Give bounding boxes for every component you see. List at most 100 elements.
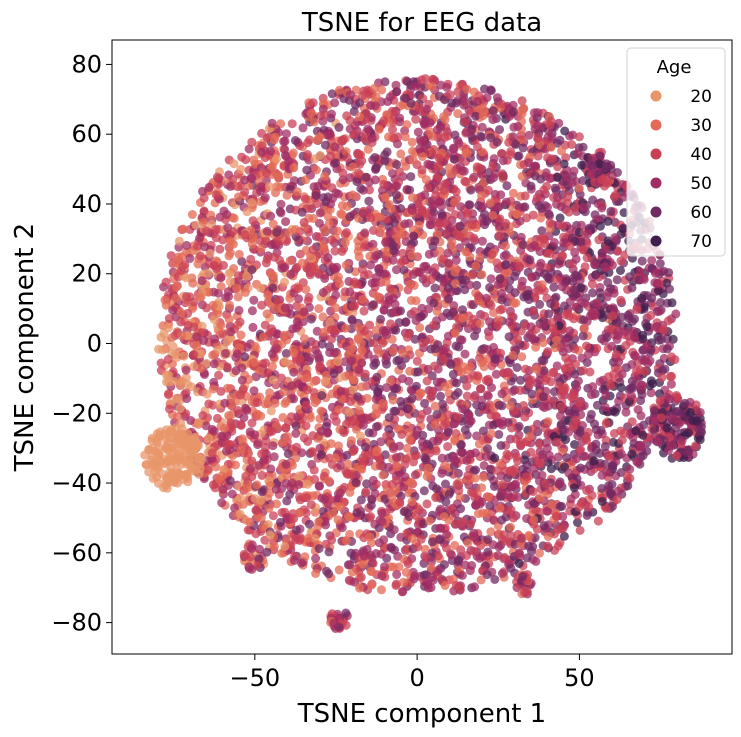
scatter-point [413, 127, 423, 137]
scatter-point [388, 293, 398, 303]
scatter-point [485, 317, 495, 327]
scatter-point [414, 220, 424, 230]
scatter-point [233, 406, 243, 415]
scatter-point [608, 311, 617, 321]
scatter-point [225, 277, 235, 287]
scatter-point [267, 361, 277, 371]
scatter-point [315, 150, 325, 160]
scatter-point [422, 499, 432, 509]
scatter-point [388, 125, 397, 135]
scatter-point [225, 300, 235, 310]
chart-title: TSNE for EEG data [301, 8, 542, 38]
scatter-point [323, 427, 332, 437]
scatter-point [307, 447, 317, 457]
scatter-point [410, 450, 420, 460]
scatter-point [593, 516, 603, 526]
scatter-point [237, 434, 247, 444]
scatter-point [403, 559, 413, 569]
scatter-point [255, 366, 265, 376]
scatter-point [247, 456, 257, 466]
scatter-point [404, 376, 414, 386]
scatter-point [228, 174, 238, 184]
scatter-point [277, 548, 287, 558]
scatter-point [234, 305, 244, 315]
scatter-point [235, 509, 245, 519]
scatter-point [334, 279, 344, 289]
scatter-point [652, 279, 662, 289]
scatter-point [418, 430, 428, 440]
scatter-point [299, 307, 309, 317]
scatter-point [304, 519, 314, 529]
scatter-point [349, 375, 359, 385]
scatter-point [360, 228, 370, 238]
scatter-point [646, 388, 656, 398]
scatter-point [440, 382, 450, 392]
scatter-point [436, 391, 445, 401]
scatter-point [237, 256, 247, 266]
scatter-point [321, 520, 331, 530]
scatter-point [327, 109, 336, 119]
scatter-point [583, 427, 593, 437]
scatter-point [298, 123, 308, 133]
scatter-point [309, 117, 319, 127]
scatter-point [433, 565, 443, 575]
scatter-point [279, 387, 289, 397]
scatter-point [216, 320, 226, 330]
scatter-point [281, 349, 291, 358]
scatter-point [609, 429, 619, 438]
scatter-point [527, 389, 537, 399]
scatter-point [531, 364, 541, 374]
scatter-point [281, 129, 291, 139]
scatter-point [193, 259, 203, 269]
scatter-point [187, 210, 197, 219]
scatter-point [505, 466, 515, 476]
scatter-point [457, 335, 467, 345]
scatter-point [379, 305, 389, 315]
scatter-point [407, 394, 417, 403]
scatter-point [314, 544, 324, 554]
scatter-point [236, 330, 246, 340]
scatter-point [462, 149, 472, 159]
scatter-point [301, 284, 311, 294]
scatter-point [573, 376, 583, 386]
scatter-point [442, 529, 452, 539]
scatter-point [498, 480, 508, 490]
scatter-point [347, 567, 357, 577]
scatter-point [209, 359, 219, 369]
scatter-point [451, 187, 461, 196]
scatter-point [207, 424, 217, 434]
scatter-point [339, 428, 349, 438]
scatter-point [475, 384, 485, 394]
scatter-point [294, 508, 304, 518]
scatter-point [242, 405, 252, 415]
scatter-point [411, 381, 421, 391]
scatter-point [472, 431, 482, 441]
scatter-point [492, 137, 502, 147]
scatter-point [374, 264, 384, 273]
scatter-point [524, 158, 533, 168]
scatter-point [556, 202, 566, 212]
scatter-point [526, 447, 536, 457]
scatter-point [370, 175, 380, 185]
scatter-point [475, 253, 485, 263]
scatter-point [201, 226, 211, 236]
scatter-point [655, 259, 665, 268]
scatter-point [440, 581, 450, 590]
scatter-point [528, 424, 538, 434]
scatter-point [358, 453, 368, 463]
scatter-point [520, 202, 530, 212]
scatter-point [462, 127, 471, 137]
scatter-point [280, 277, 289, 287]
scatter-point [584, 349, 593, 359]
scatter-point [516, 232, 526, 242]
scatter-point [363, 124, 373, 134]
scatter-point [542, 506, 552, 516]
scatter-point [559, 301, 569, 311]
scatter-point [256, 244, 266, 254]
scatter-point [578, 331, 588, 341]
scatter-point [576, 445, 586, 455]
scatter-point [223, 287, 233, 297]
scatter-point [579, 315, 588, 325]
scatter-point [562, 276, 572, 286]
scatter-point [497, 389, 507, 399]
